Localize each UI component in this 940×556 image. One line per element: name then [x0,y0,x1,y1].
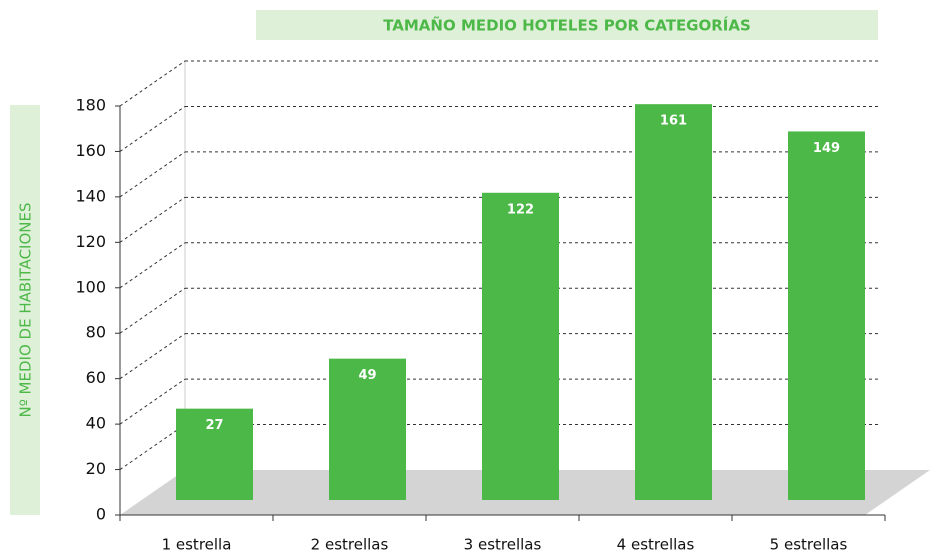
grid-diagonal [119,106,186,152]
grid-diagonal [119,151,186,198]
y-axis-label: Nº MEDIO DE HABITACIONES [17,203,35,418]
y-tick-label: 180 [75,96,106,115]
grid-diagonal [119,333,186,380]
y-tick-label: 60 [86,368,106,387]
bar [176,408,253,500]
value-label: 27 [205,418,223,433]
y-label-box [10,105,40,515]
x-tick-label: 3 estrellas [464,536,542,554]
y-tick-label: 100 [75,277,106,296]
y-tick-label: 80 [86,323,106,342]
grid-diagonal [119,378,186,425]
y-tick-label: 160 [75,141,106,160]
y-tick-label: 0 [96,505,106,524]
x-tick-label: 4 estrellas [617,536,695,554]
x-tick-label: 5 estrellas [770,536,848,554]
bar [329,358,406,500]
bar [635,104,712,500]
chart-title: TAMAÑO MEDIO HOTELES POR CATEGORÍAS [383,16,751,35]
grid-diagonal [119,196,186,243]
grid-diagonal [119,60,186,107]
y-tick-label: 40 [86,414,106,433]
bar [482,192,559,501]
value-label: 122 [507,202,534,217]
y-tick-label: 140 [75,186,106,205]
x-tick-label: 2 estrellas [311,536,389,554]
y-tick-label: 20 [86,459,106,478]
y-tick-label: 120 [75,232,106,251]
grid-diagonal [119,424,186,470]
grid-diagonal [119,287,186,334]
title-box [256,10,878,40]
grid-diagonal [119,242,186,289]
value-label: 149 [813,141,840,156]
value-label: 49 [358,368,376,383]
bar [788,131,865,500]
x-tick-label: 1 estrella [162,536,232,554]
value-label: 161 [660,114,687,129]
